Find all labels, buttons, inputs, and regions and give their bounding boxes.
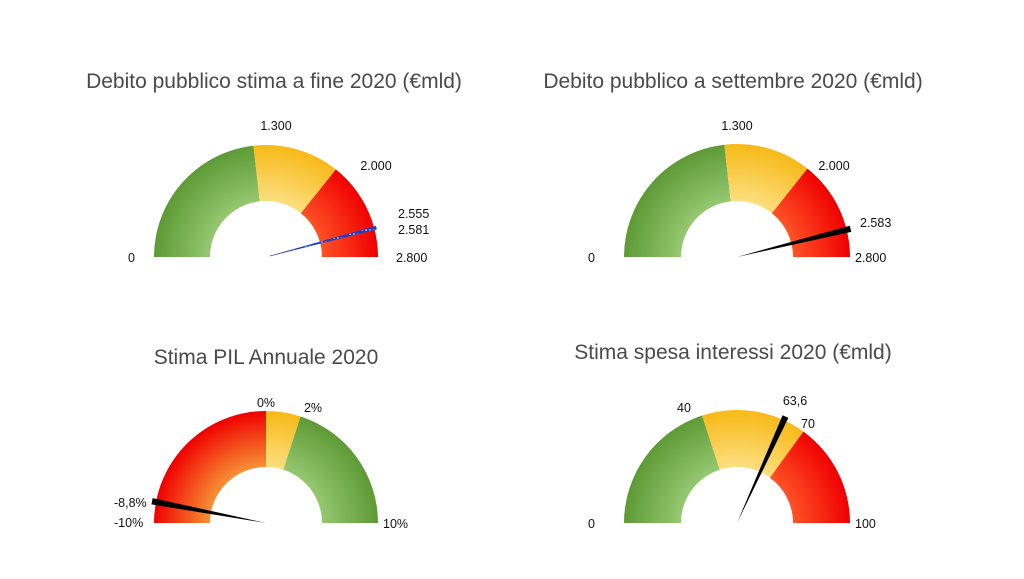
gauge-4-tick-label: 100 — [855, 517, 876, 531]
gauge-2-segment-yellow — [724, 144, 808, 214]
gauge-3-tick-label: 10% — [383, 517, 408, 531]
gauge-1-segment-red — [300, 169, 378, 257]
gauge-4: 0 40 63,6 70 100 — [588, 394, 876, 531]
gauge-1-tick-label: 1.300 — [260, 119, 291, 133]
gauge-4-tick-label: 63,6 — [783, 394, 807, 408]
gauge-3-tick-label: 0% — [257, 396, 275, 410]
gauge-3-segment-yellow — [266, 411, 301, 470]
gauge-2-tick-label: 0 — [588, 251, 595, 265]
gauge-4-tick-label: 70 — [801, 417, 815, 431]
gauge-2: 0 1.300 2.000 2.583 2.800 — [588, 119, 891, 265]
gauge-2-segment-green — [624, 144, 731, 257]
gauge-2-tick-label: 1.300 — [721, 119, 752, 133]
gauge-2-tick-label: 2.800 — [855, 251, 886, 265]
gauge-4-segment-red — [769, 431, 850, 523]
gauge-1-tick-label: 2.555 — [398, 207, 429, 221]
gauge-1: 0 1.300 2.000 2.555 2.581 2.800 — [128, 119, 429, 265]
gauge-3-title: Stima PIL Annuale 2020 — [153, 346, 379, 369]
gauge-4-needle — [737, 415, 789, 523]
gauge-2-tick-label: 2.583 — [860, 216, 891, 230]
gauge-1-needle — [269, 225, 377, 257]
gauge-3-tick-label: 2% — [304, 401, 322, 415]
gauge-3-tick-label: -10% — [114, 516, 143, 530]
gauge-1-tick-label: 0 — [128, 251, 135, 265]
gauge-3-segment-red-orange — [154, 411, 266, 523]
gauge-4-tick-label: 0 — [588, 517, 595, 531]
gauge-1-title: Debito pubblico stima a fine 2020 (€mld) — [86, 70, 462, 93]
gauge-4-title: Stima spesa interessi 2020 (€mld) — [574, 341, 892, 364]
gauge-4-segment-green — [624, 415, 720, 523]
gauge-3-needle — [151, 498, 266, 523]
gauge-2-needle — [737, 225, 852, 257]
gauge-1-segment-yellow — [253, 145, 336, 214]
gauge-1-tick-label: 2.581 — [398, 223, 429, 237]
gauge-2-tick-label: 2.000 — [818, 159, 849, 173]
gauge-3-segment-green — [283, 416, 378, 523]
gauge-3-tick-label: -8,8% — [114, 496, 147, 510]
gauge-4-tick-label: 40 — [677, 401, 691, 415]
gauge-1-tick-label: 2.800 — [396, 251, 427, 265]
gauge-1-segment-green — [154, 145, 260, 257]
gauge-3: -8,8% -10% 0% 2% 10% — [114, 396, 408, 531]
gauge-2-title: Debito pubblico a settembre 2020 (€mld) — [543, 70, 923, 93]
gauge-1-tick-label: 2.000 — [360, 159, 391, 173]
